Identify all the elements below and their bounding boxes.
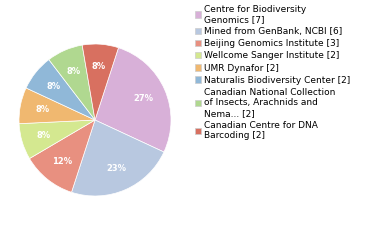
Wedge shape: [19, 120, 95, 159]
Wedge shape: [26, 60, 95, 120]
Legend: Centre for Biodiversity
Genomics [7], Mined from GenBank, NCBI [6], Beijing Geno: Centre for Biodiversity Genomics [7], Mi…: [195, 5, 351, 140]
Wedge shape: [19, 88, 95, 124]
Wedge shape: [49, 45, 95, 120]
Text: 12%: 12%: [52, 157, 72, 166]
Text: 8%: 8%: [67, 67, 81, 76]
Text: 8%: 8%: [46, 82, 60, 91]
Text: 8%: 8%: [92, 62, 106, 72]
Text: 23%: 23%: [106, 164, 126, 173]
Wedge shape: [82, 44, 119, 120]
Text: 8%: 8%: [36, 105, 50, 114]
Text: 8%: 8%: [37, 131, 51, 140]
Wedge shape: [71, 120, 164, 196]
Wedge shape: [30, 120, 95, 192]
Wedge shape: [95, 48, 171, 152]
Text: 27%: 27%: [134, 94, 154, 103]
